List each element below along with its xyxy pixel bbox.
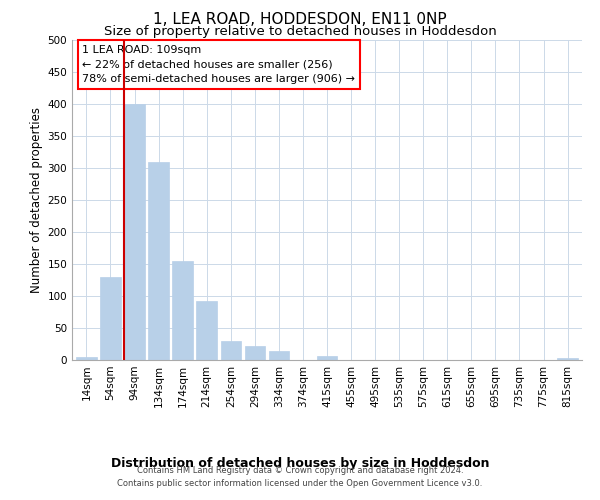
Bar (148, 162, 169, 360)
Text: 1, LEA ROAD, HODDESDON, EN11 0NP: 1, LEA ROAD, HODDESDON, EN11 0NP (153, 12, 447, 28)
Text: Size of property relative to detached houses in Hoddesdon: Size of property relative to detached ho… (104, 25, 496, 38)
Bar (317, 356, 337, 360)
Y-axis label: Number of detached properties: Number of detached properties (30, 107, 43, 293)
Bar (269, 351, 289, 360)
Text: Contains HM Land Registry data © Crown copyright and database right 2024.
Contai: Contains HM Land Registry data © Crown c… (118, 466, 482, 487)
Bar (196, 301, 217, 360)
Bar (172, 261, 193, 360)
Bar (76, 357, 97, 360)
Text: Distribution of detached houses by size in Hoddesdon: Distribution of detached houses by size … (111, 458, 489, 470)
Bar (221, 341, 241, 360)
Bar (245, 346, 265, 360)
Text: 1 LEA ROAD: 109sqm
← 22% of detached houses are smaller (256)
78% of semi-detach: 1 LEA ROAD: 109sqm ← 22% of detached hou… (82, 45, 355, 84)
Bar (100, 277, 121, 360)
Bar (124, 104, 145, 360)
Bar (557, 358, 578, 360)
